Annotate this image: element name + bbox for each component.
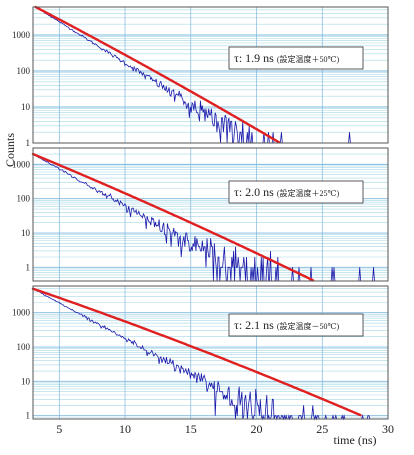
y-tick-labels: 1 10 100 1000 <box>12 159 31 272</box>
plot-area <box>33 7 388 143</box>
fit-curve <box>34 5 281 144</box>
x-tick-label: 15 <box>185 422 197 436</box>
x-tick-labels: 5 10 15 20 25 30 <box>56 422 394 436</box>
annotation-sub: (設定温度－50℃) <box>277 321 340 331</box>
y-tick-labels: 1 10 100 1000 <box>12 30 31 148</box>
x-tick-label: 5 <box>56 422 62 436</box>
plot-frame <box>32 285 389 420</box>
y-tick-label: 100 <box>17 66 31 76</box>
annotation-sub: (設定温度＋25℃) <box>277 188 340 198</box>
x-tick-label: 25 <box>316 422 328 436</box>
annotation-frame <box>228 313 364 337</box>
y-tick-label: 100 <box>17 194 31 204</box>
y-tick-label: 1000 <box>12 30 31 40</box>
plot-frame <box>32 6 389 144</box>
annotation-box: τ: 1.9 ns (設定温度＋50℃) <box>228 46 364 70</box>
panel-3: 1 10 100 1000 τ: 2.1 ns (設定温度－50℃) <box>12 285 389 421</box>
x-tick-label: 30 <box>382 422 394 436</box>
x-tick-label: 20 <box>251 422 263 436</box>
annotation-text: τ: 1.9 ns (設定温度＋50℃) <box>234 51 339 65</box>
annotation-text: τ: 2.0 ns (設定温度＋25℃) <box>234 185 339 199</box>
y-tick-label: 1000 <box>12 308 31 318</box>
y-tick-label: 1 <box>26 411 31 421</box>
panels-layer: 1 10 100 1000 τ: 1.9 ns (設定温度＋50℃) 1 10 100 1000… <box>12 5 389 421</box>
annotation-main: τ: 1.9 ns <box>234 51 277 65</box>
y-tick-label: 1000 <box>12 159 31 169</box>
y-tick-label: 10 <box>21 228 31 238</box>
y-tick-labels: 1 10 100 1000 <box>12 308 31 421</box>
x-tick-label: 10 <box>119 422 131 436</box>
panel-1: 1 10 100 1000 τ: 1.9 ns (設定温度＋50℃) <box>12 5 389 148</box>
annotation-sub: (設定温度＋50℃) <box>277 54 340 64</box>
annotation-box: τ: 2.1 ns (設定温度－50℃) <box>228 313 364 337</box>
panel-2: 1 10 100 1000 τ: 2.0 ns (設定温度＋25℃) <box>12 147 389 282</box>
fit-curve <box>31 152 315 282</box>
annotation-main: τ: 2.1 ns <box>234 318 277 332</box>
annotation-box: τ: 2.0 ns (設定温度＋25℃) <box>228 180 364 204</box>
x-axis-label: time (ns) <box>334 433 377 447</box>
y-axis-label: Counts <box>3 133 17 167</box>
y-tick-label: 10 <box>21 102 31 112</box>
y-tick-label: 100 <box>17 342 31 352</box>
annotation-text: τ: 2.1 ns (設定温度－50℃) <box>234 318 339 332</box>
annotation-frame <box>228 46 364 70</box>
y-tick-label: 10 <box>21 376 31 386</box>
fit-curve <box>31 287 362 417</box>
annotation-main: τ: 2.0 ns <box>234 185 277 199</box>
y-tick-label: 1 <box>26 138 31 148</box>
plot-area <box>33 148 388 281</box>
y-tick-label: 1 <box>26 262 31 272</box>
plot-frame <box>32 147 389 282</box>
annotation-frame <box>228 180 364 204</box>
